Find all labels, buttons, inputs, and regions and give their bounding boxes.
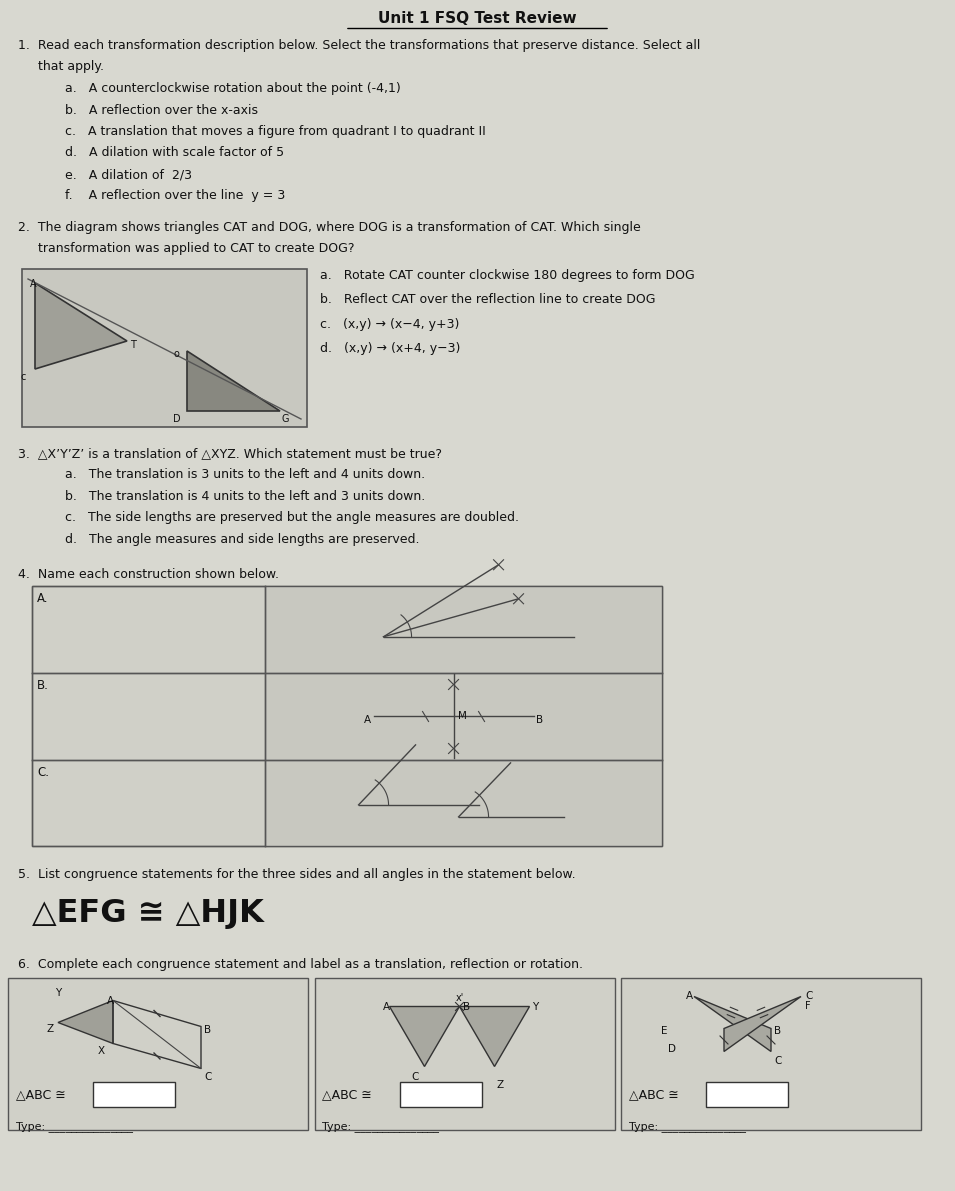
Text: A: A [686, 991, 693, 1002]
Bar [22, 269, 307, 428]
Text: A.: A. [37, 592, 49, 605]
Text: Z: Z [497, 1080, 503, 1091]
Text: c: c [21, 372, 27, 382]
Text: D: D [668, 1045, 676, 1054]
Text: C: C [412, 1072, 419, 1081]
Text: a.   A counterclockwise rotation about the point (-4,1): a. A counterclockwise rotation about the… [65, 82, 401, 95]
Text: b.   A reflection over the x-axis: b. A reflection over the x-axis [65, 104, 258, 117]
Polygon shape [187, 351, 280, 411]
Text: △EFG ≅ △HJK: △EFG ≅ △HJK [32, 898, 264, 929]
Bar [32, 586, 662, 847]
Text: D: D [173, 414, 180, 424]
Text: d.   A dilation with scale factor of 5: d. A dilation with scale factor of 5 [65, 146, 285, 160]
Text: A: A [30, 279, 36, 289]
Text: a.   Rotate CAT counter clockwise 180 degrees to form DOG: a. Rotate CAT counter clockwise 180 degr… [320, 269, 694, 282]
Text: 3.  △X’Y’Z’ is a translation of △XYZ. Which statement must be true?: 3. △X’Y’Z’ is a translation of △XYZ. Whi… [18, 447, 442, 460]
Text: B: B [774, 1027, 781, 1036]
Polygon shape [694, 997, 771, 1052]
Text: b.   The translation is 4 units to the left and 3 units down.: b. The translation is 4 units to the lef… [65, 490, 425, 503]
Text: 1.  Read each transformation description below. Select the transformations that : 1. Read each transformation description … [18, 39, 700, 52]
Text: Type: _______________: Type: _______________ [323, 1122, 439, 1133]
Text: c.   A translation that moves a figure from quadrant I to quadrant II: c. A translation that moves a figure fro… [65, 125, 486, 138]
Bar [314, 979, 614, 1130]
Text: A: A [364, 716, 371, 725]
Polygon shape [35, 283, 127, 369]
Text: T: T [130, 339, 136, 350]
Text: M: M [457, 711, 466, 722]
Text: x': x' [456, 993, 464, 1004]
Bar [32, 586, 662, 847]
Polygon shape [58, 1000, 113, 1043]
Text: Type: _______________: Type: _______________ [16, 1122, 133, 1133]
Text: o: o [174, 349, 180, 358]
Text: △ABC ≅: △ABC ≅ [629, 1089, 679, 1102]
Text: A: A [107, 997, 115, 1006]
Bar [8, 979, 308, 1130]
Text: f.    A reflection over the line  y = 3: f. A reflection over the line y = 3 [65, 189, 286, 202]
Text: a.   The translation is 3 units to the left and 4 units down.: a. The translation is 3 units to the lef… [65, 468, 425, 481]
Polygon shape [459, 1006, 529, 1066]
Text: E: E [661, 1027, 668, 1036]
Text: B.: B. [37, 679, 49, 692]
Text: C: C [774, 1056, 781, 1066]
Text: 5.  List congruence statements for the three sides and all angles in the stateme: 5. List congruence statements for the th… [18, 868, 576, 881]
Text: c.   (x,y) → (x−4, y+3): c. (x,y) → (x−4, y+3) [320, 318, 459, 331]
Text: that apply.: that apply. [38, 60, 104, 73]
Text: X: X [98, 1046, 105, 1055]
FancyBboxPatch shape [93, 1083, 175, 1108]
Text: Z: Z [46, 1024, 53, 1035]
Text: 2.  The diagram shows triangles CAT and DOG, where DOG is a transformation of CA: 2. The diagram shows triangles CAT and D… [18, 222, 641, 233]
Text: B: B [204, 1025, 211, 1035]
Text: Y: Y [533, 1003, 539, 1012]
Text: 4.  Name each construction shown below.: 4. Name each construction shown below. [18, 568, 279, 581]
Text: d.   (x,y) → (x+4, y−3): d. (x,y) → (x+4, y−3) [320, 343, 460, 355]
Text: e.   A dilation of  2/3: e. A dilation of 2/3 [65, 168, 192, 181]
Text: c.   The side lengths are preserved but the angle measures are doubled.: c. The side lengths are preserved but th… [65, 511, 519, 524]
Text: Y: Y [55, 989, 61, 998]
Text: F: F [805, 1002, 811, 1011]
Text: C: C [805, 991, 813, 1002]
FancyBboxPatch shape [706, 1083, 788, 1108]
Text: transformation was applied to CAT to create DOG?: transformation was applied to CAT to cre… [38, 242, 354, 255]
Text: C.: C. [37, 766, 49, 779]
Text: G: G [282, 414, 289, 424]
Text: Unit 1 FSQ Test Review: Unit 1 FSQ Test Review [377, 11, 576, 26]
Polygon shape [724, 997, 801, 1052]
FancyBboxPatch shape [399, 1083, 481, 1108]
Text: 6.  Complete each congruence statement and label as a translation, reflection or: 6. Complete each congruence statement an… [18, 959, 583, 972]
Text: C: C [204, 1073, 211, 1083]
Text: B: B [536, 716, 542, 725]
Text: △ABC ≅: △ABC ≅ [323, 1089, 372, 1102]
Bar [265, 586, 662, 847]
Text: B: B [462, 1003, 470, 1012]
Polygon shape [390, 1006, 459, 1066]
Text: b.   Reflect CAT over the reflection line to create DOG: b. Reflect CAT over the reflection line … [320, 293, 655, 306]
Bar [621, 979, 921, 1130]
Text: d.   The angle measures and side lengths are preserved.: d. The angle measures and side lengths a… [65, 534, 419, 545]
Text: △ABC ≅: △ABC ≅ [16, 1089, 66, 1102]
Text: A: A [383, 1003, 390, 1012]
Text: Type: _______________: Type: _______________ [629, 1122, 746, 1133]
